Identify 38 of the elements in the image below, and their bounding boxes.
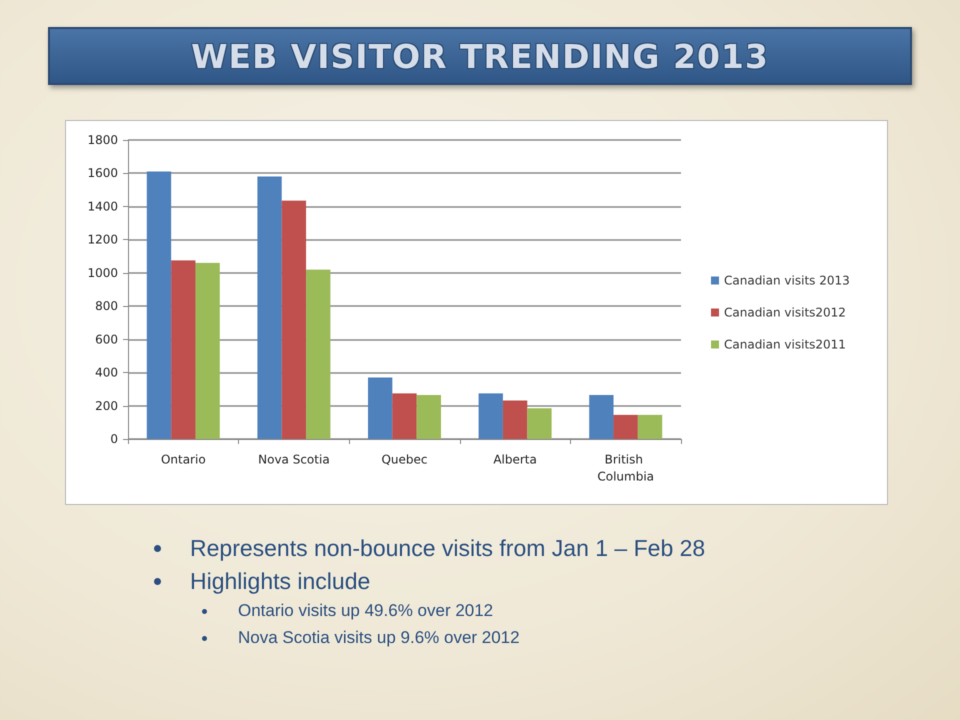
x-tick-label: Ontario [160,452,206,466]
y-tick-label: 400 [95,366,118,380]
bar [146,172,172,439]
y-tick-label: 1200 [87,232,118,247]
x-tick-label: Nova Scotia [258,452,330,466]
y-tick-label: 800 [95,299,118,314]
legend-label: Canadian visits2012 [724,306,846,320]
bar [638,414,662,439]
legend-label: Canadian visits2011 [724,338,846,352]
bar [614,414,638,439]
bar [171,260,196,439]
bar [368,378,392,439]
text: Highlights include [190,568,370,595]
y-tick-label: 1800 [87,133,118,147]
bar [257,176,282,439]
bar [195,262,220,439]
bar [416,394,441,439]
bar [527,408,552,439]
bar [589,394,614,439]
x-tick-label: Quebec [381,452,428,466]
y-tick-label: 1400 [87,199,118,214]
bar [392,393,417,439]
text: Nova Scotia visits up 9.6% over 2012 [238,628,520,648]
bar [502,400,528,439]
x-tick-label: British Columbia [597,452,654,484]
legend-label: Canadian visits 2013 [724,274,850,288]
y-tick-label: 1600 [87,166,118,180]
bar [306,270,330,439]
bar [478,393,503,439]
y-tick-label: 1000 [87,266,118,280]
bar [282,200,306,439]
y-tick-label: 0 [110,432,118,446]
y-tick-label: 600 [95,332,118,346]
text: Represents non-bounce visits from Jan 1 – Feb 28 [190,535,706,562]
x-tick-label: Alberta [493,452,537,466]
text: Ontario visits up 49.6% over 2012 [238,601,494,621]
chart-title: WEB VISITOR TRENDING 2013 [191,36,769,76]
y-tick-label: 200 [95,398,118,413]
